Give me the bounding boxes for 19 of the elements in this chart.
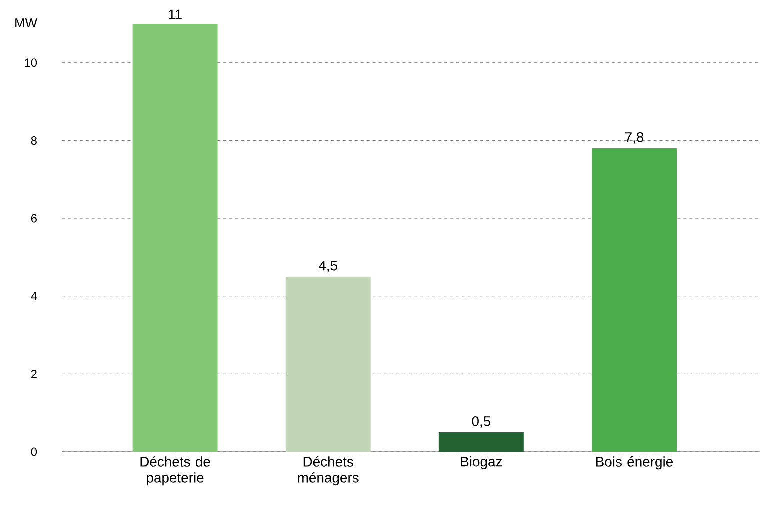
- y-tick-label: 6: [31, 214, 37, 223]
- x-tick-label: Déchets ménagers: [298, 456, 359, 486]
- data-label: 4,5: [318, 261, 338, 272]
- bar: [592, 148, 677, 452]
- y-tick-label: 2: [31, 370, 37, 378]
- y-tick-label: 10: [25, 58, 38, 68]
- x-tick-label: Déchets de papeterie: [140, 456, 210, 486]
- y-tick-label: 0: [31, 448, 38, 456]
- bar: [286, 276, 371, 452]
- bar: [132, 24, 218, 452]
- y-tick-label: 4: [31, 292, 38, 300]
- y-tick-label: 8: [31, 136, 37, 145]
- x-tick-label: Biogaz: [461, 456, 502, 470]
- data-label: 11: [169, 10, 182, 20]
- bar: [438, 432, 524, 452]
- data-label: 0,5: [472, 416, 491, 428]
- x-tick-label: Bois énergie: [596, 456, 674, 470]
- data-label: 7,8: [626, 132, 644, 144]
- y-axis-title: MW: [16, 18, 38, 28]
